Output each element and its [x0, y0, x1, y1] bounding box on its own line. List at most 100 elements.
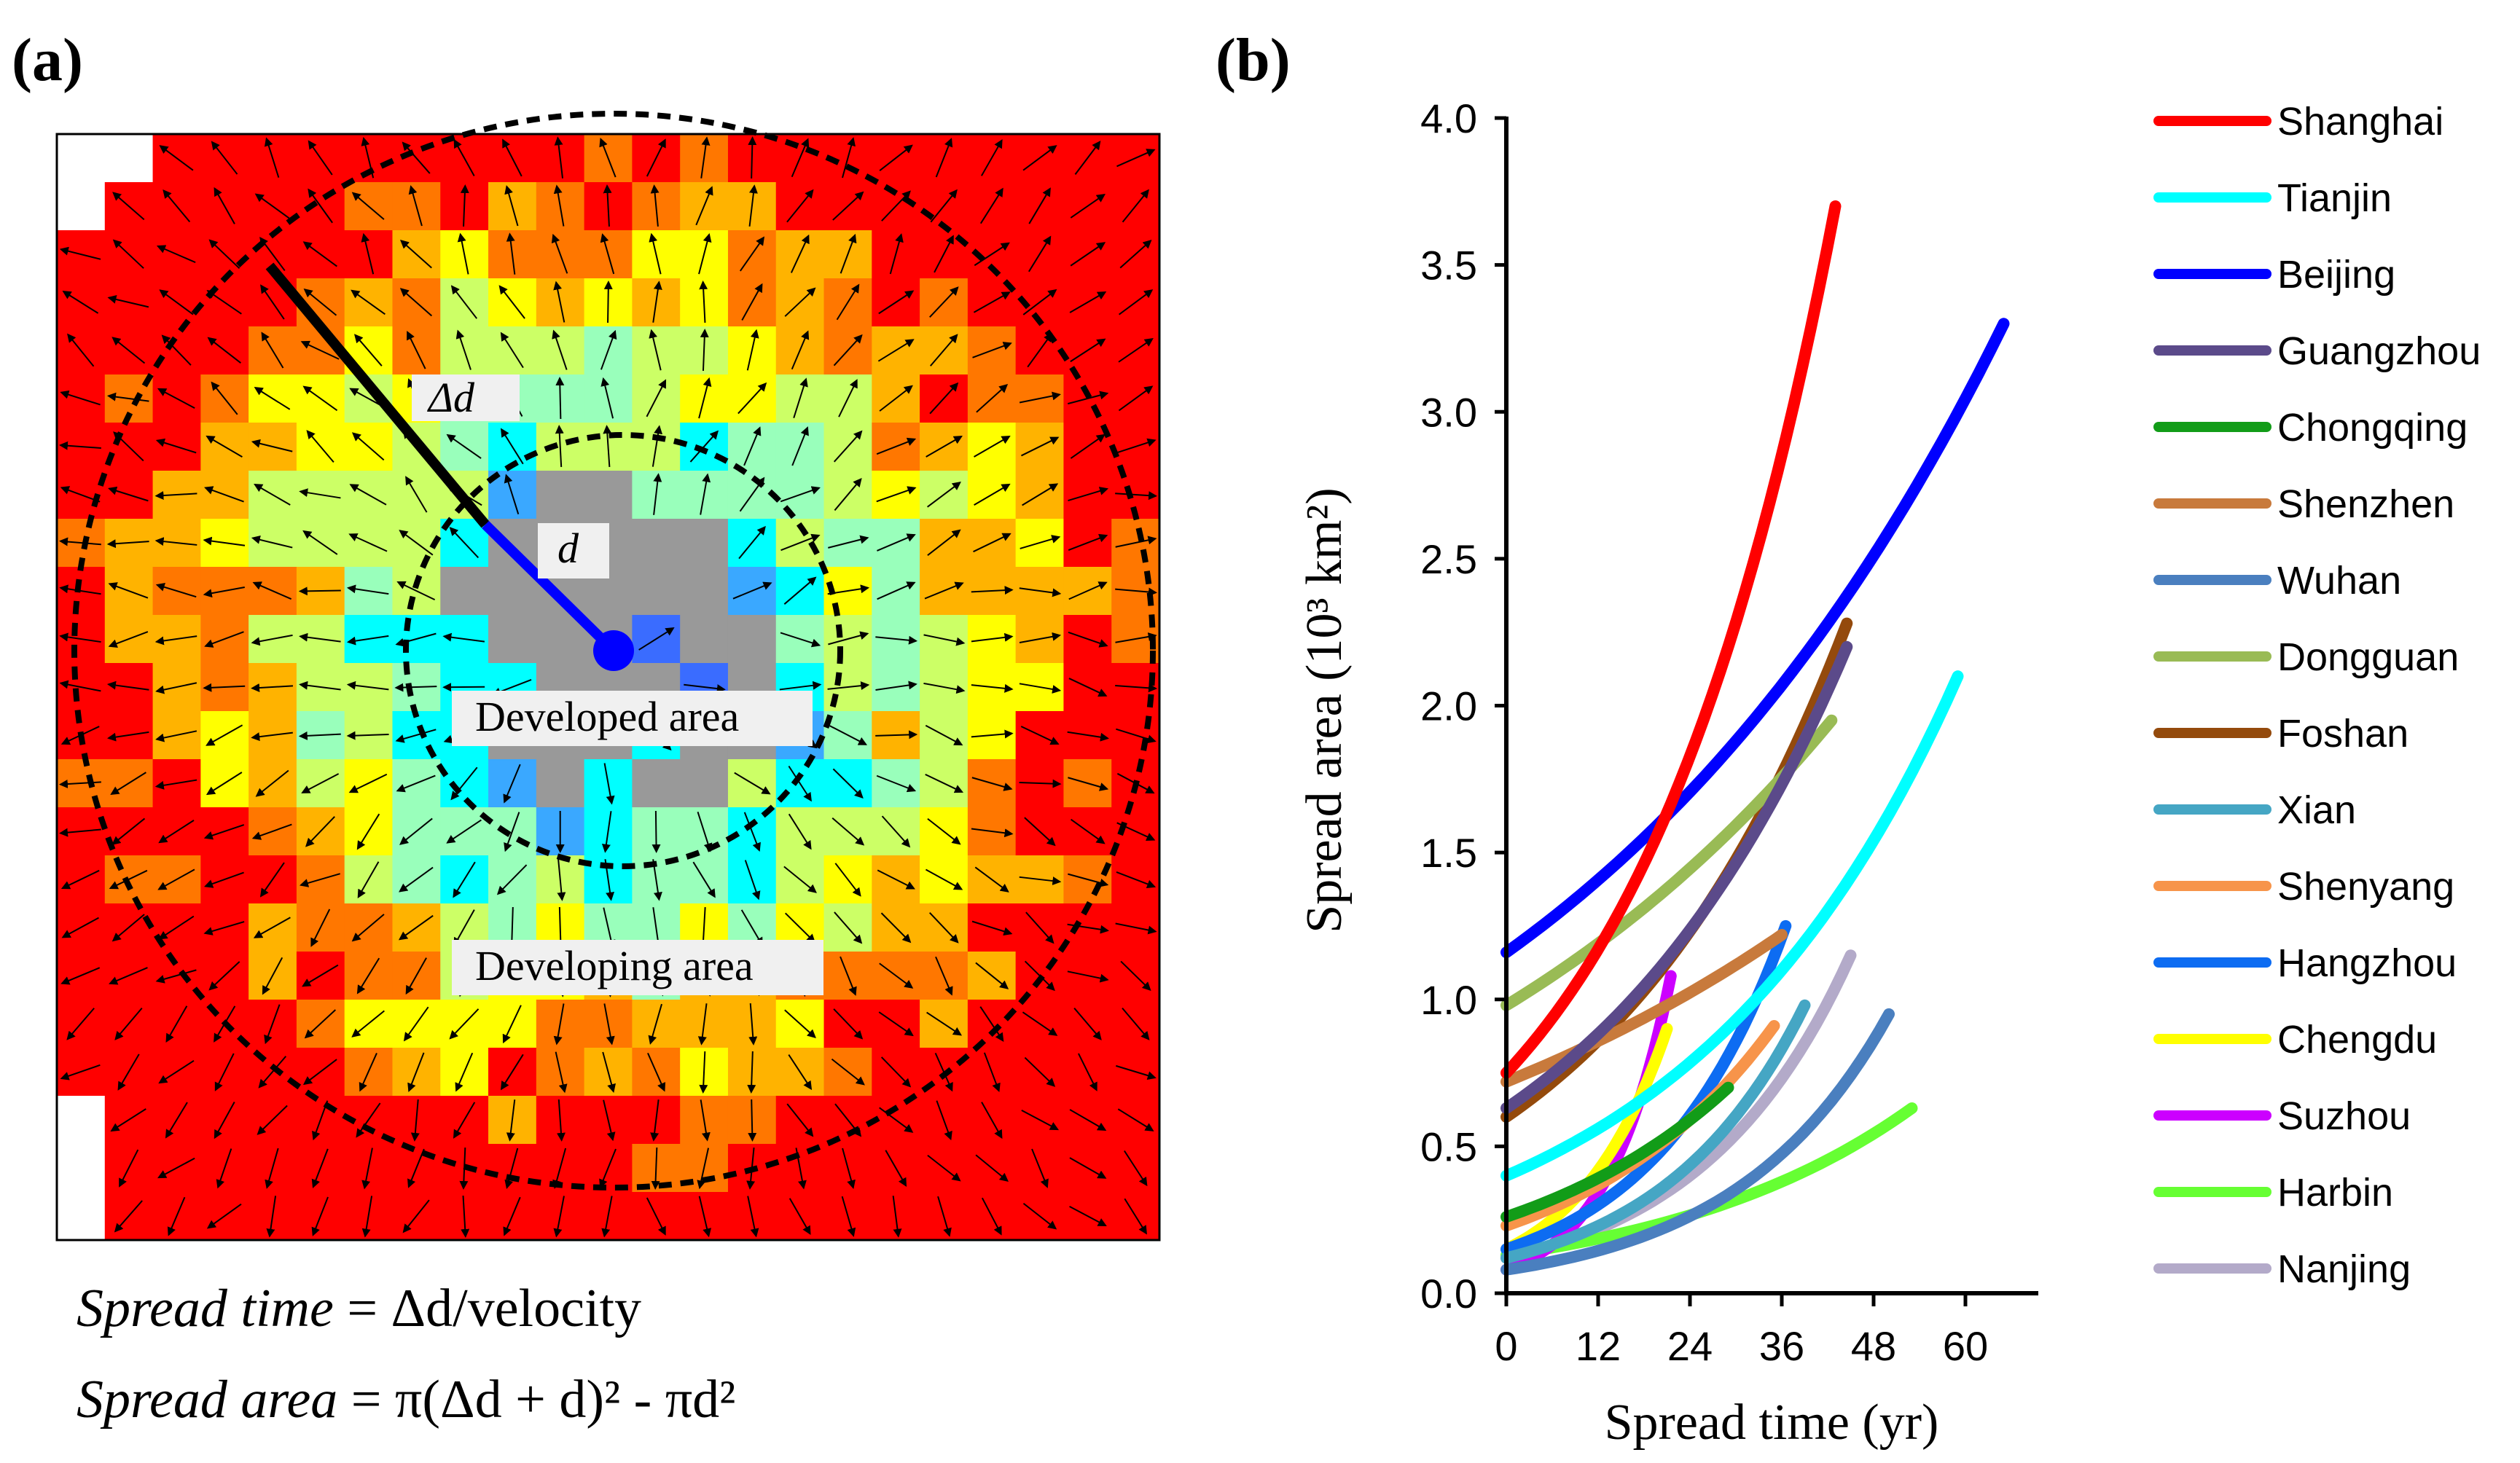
velocity-arrow	[410, 1099, 420, 1142]
legend-label: Tianjin	[2277, 176, 2392, 220]
velocity-arrow	[155, 969, 197, 984]
y-tick-label: 4.0	[1420, 95, 1477, 141]
velocity-arrow	[348, 773, 388, 793]
velocity-arrow	[877, 339, 915, 362]
velocity-arrow	[59, 632, 101, 643]
velocity-arrow	[356, 1102, 381, 1138]
map-frame	[55, 133, 1161, 1242]
legend-label: Chongqing	[2277, 406, 2468, 450]
velocity-arrow	[299, 632, 341, 643]
velocity-arrow	[885, 1150, 907, 1188]
velocity-arrow	[203, 921, 245, 936]
velocity-arrow	[779, 680, 822, 691]
velocity-arrow	[405, 476, 428, 513]
velocity-arrow	[1115, 491, 1158, 501]
velocity-arrow	[646, 379, 667, 417]
velocity-arrow	[351, 914, 385, 942]
velocity-arrow	[59, 584, 101, 595]
velocity-arrow	[780, 533, 821, 552]
velocity-arrow	[784, 287, 816, 317]
y-ticks: 0.0 0.5 1.0 1.5 2.0 2.5 3.0 3.5 4.0	[1420, 95, 1506, 1317]
velocity-arrow	[356, 813, 380, 850]
velocity-arrow	[926, 1011, 963, 1036]
velocity-arrow	[106, 539, 149, 549]
velocity-arrow	[646, 1197, 666, 1236]
x-axis-title: Spread time (yr)	[1605, 1395, 1939, 1451]
velocity-arrow	[154, 635, 197, 646]
series-line-guangzhou	[1500, 640, 1853, 1114]
velocity-arrow	[647, 1052, 666, 1092]
velocity-arrow	[746, 329, 759, 371]
velocity-arrow	[923, 682, 966, 694]
velocity-arrow	[832, 191, 864, 221]
velocity-arrow	[455, 329, 471, 370]
velocity-arrow	[1070, 338, 1106, 363]
velocity-arrow	[302, 385, 338, 412]
velocity-arrow	[875, 635, 918, 645]
velocity-arrow	[1115, 632, 1157, 643]
velocity-arrow	[503, 1196, 521, 1236]
velocity-arrow	[689, 430, 719, 463]
series-line-wuhan	[1500, 1008, 1895, 1276]
velocity-arrow	[879, 962, 914, 989]
velocity-arrow	[1022, 289, 1057, 315]
delta-d-line	[265, 262, 490, 528]
velocity-arrow	[298, 731, 341, 740]
d-label: d	[557, 525, 579, 572]
velocity-arrow	[119, 1149, 139, 1188]
spread-map: Δd d Developed area Developing area	[55, 111, 1161, 1242]
velocity-arrow	[927, 481, 961, 508]
velocity-arrow	[748, 1099, 757, 1142]
velocity-arrow	[930, 189, 958, 223]
velocity-arrow	[1021, 1109, 1060, 1131]
spread-area-chart: 0.00.51.01.52.02.53.03.54.0 0 12 24 36 48 60 …	[1296, 95, 2481, 1451]
map-cell	[680, 759, 729, 808]
velocity-arrow	[163, 189, 191, 223]
velocity-arrow	[346, 680, 389, 691]
velocity-arrow	[59, 680, 101, 692]
velocity-arrow	[880, 912, 912, 944]
x-tick-label: 60	[1943, 1323, 1988, 1369]
velocity-arrow	[555, 1051, 568, 1094]
velocity-arrow	[788, 765, 812, 802]
map-cell	[57, 182, 106, 231]
legend-label: Harbin	[2277, 1171, 2393, 1215]
velocity-arrow	[599, 138, 617, 178]
velocity-arrow	[1116, 149, 1156, 168]
velocity-arrow	[254, 193, 290, 219]
map-cell	[584, 471, 633, 519]
velocity-arrow	[211, 141, 238, 175]
velocity-arrow	[553, 1003, 565, 1046]
spread-area-formula: Spread area = π(Δd + d)² - πd²	[77, 1370, 735, 1429]
velocity-arrow	[832, 768, 864, 799]
legend-label: Shanghai	[2277, 100, 2443, 144]
velocity-arrow	[684, 683, 726, 694]
velocity-arrow	[214, 1053, 235, 1091]
velocity-arrow	[791, 426, 809, 466]
velocity-arrow	[302, 530, 338, 555]
y-axis-title: Spread area (10³ km²)	[1296, 487, 1353, 933]
velocity-arrow	[359, 1053, 377, 1092]
velocity-arrow	[252, 581, 292, 600]
y-tick-label: 0.5	[1420, 1123, 1477, 1169]
velocity-arrow	[216, 1148, 232, 1189]
velocity-arrow	[399, 530, 434, 556]
velocity-arrow	[1068, 533, 1108, 552]
velocity-arrow	[603, 1003, 615, 1046]
velocity-arrow	[929, 286, 959, 318]
velocity-arrow	[111, 337, 146, 364]
velocity-arrow	[351, 192, 385, 220]
velocity-arrow	[1068, 581, 1108, 600]
map-cell	[488, 615, 537, 664]
velocity-arrow	[305, 816, 335, 847]
velocity-arrow	[889, 233, 904, 275]
velocity-arrow	[1021, 436, 1060, 457]
legend-label: Nanjing	[2277, 1247, 2411, 1291]
formula-time-rhs: = Δd/velocity	[334, 1279, 641, 1338]
velocity-arrow	[1122, 1007, 1150, 1040]
velocity-arrow	[354, 334, 383, 366]
developing-area-label: Developing area	[475, 942, 754, 989]
velocity-arrow	[308, 140, 333, 176]
velocity-arrow	[251, 535, 293, 549]
map-cell	[488, 519, 537, 568]
